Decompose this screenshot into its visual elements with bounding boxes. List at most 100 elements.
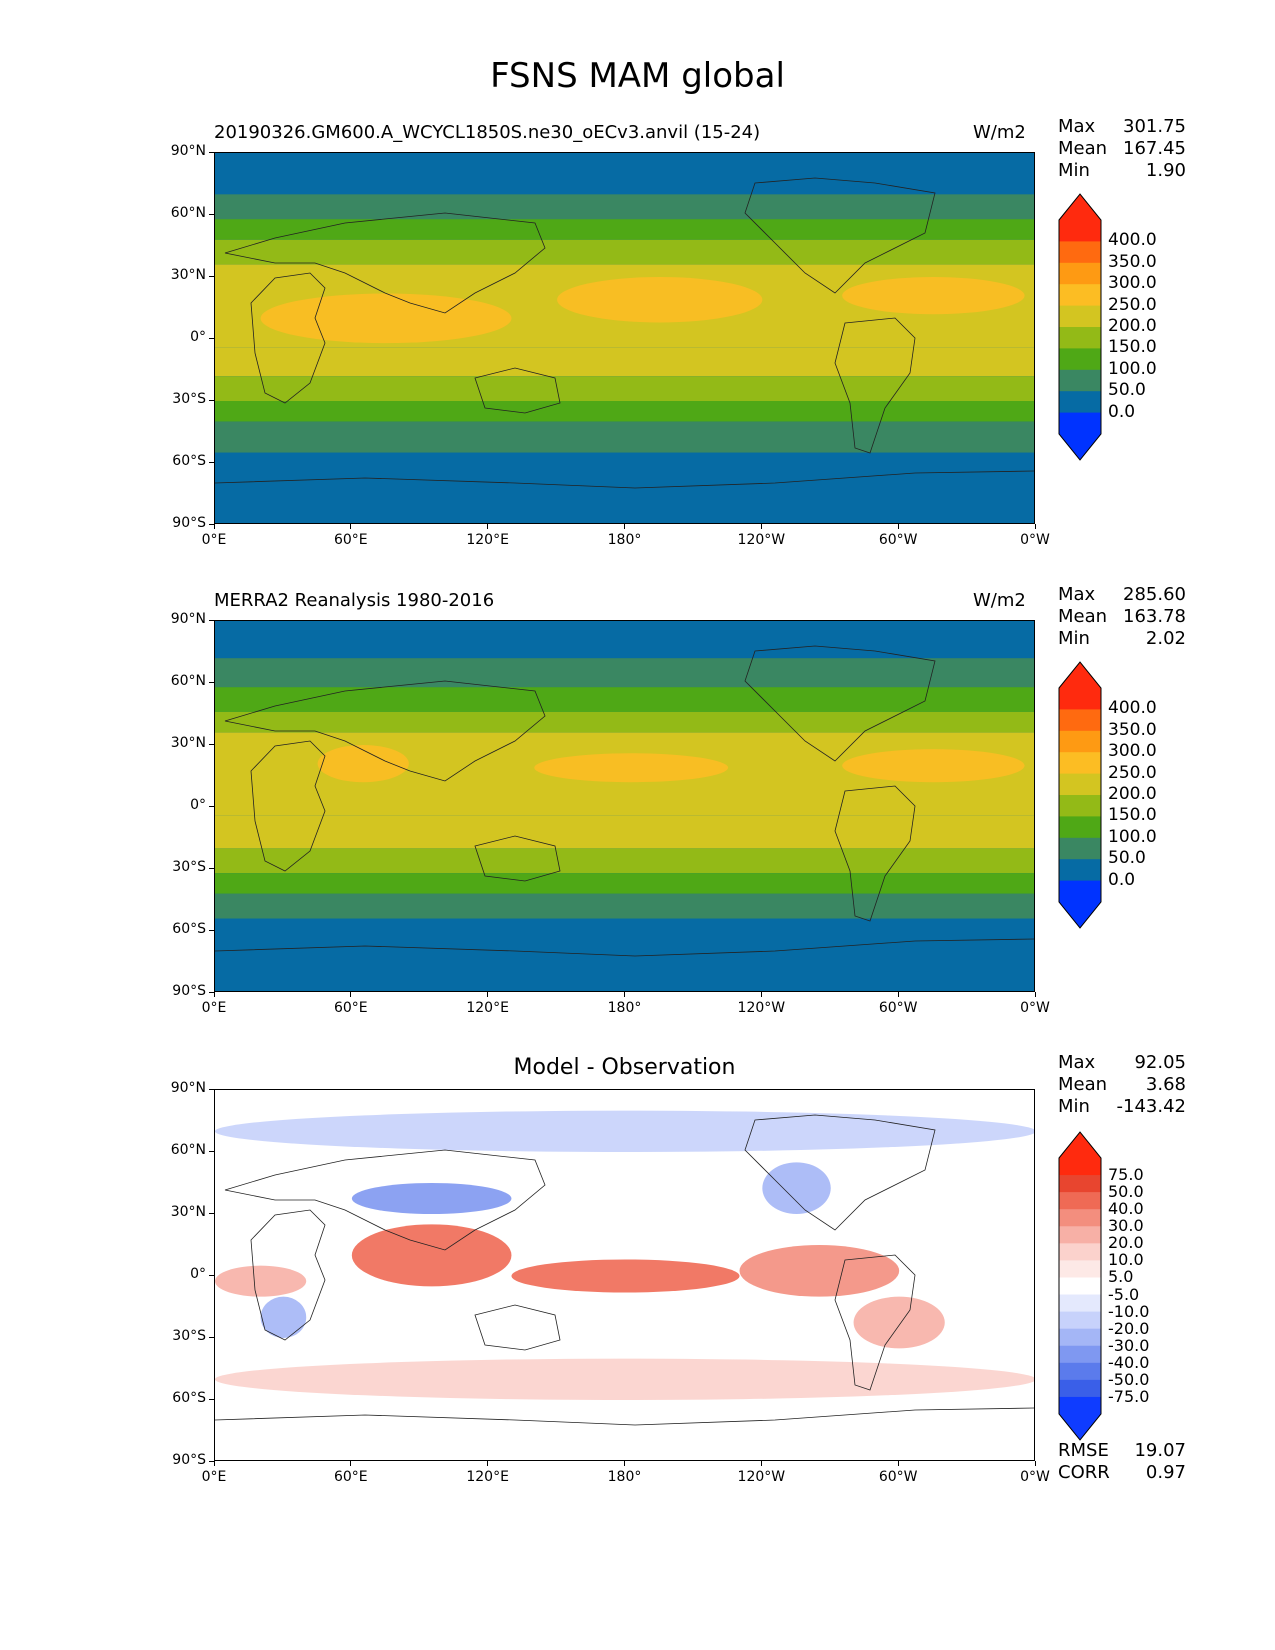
stat-min-label: Min — [1058, 1096, 1090, 1117]
colorbar-tick-label: 50.0 — [1108, 380, 1146, 401]
coastline — [834, 317, 916, 454]
colorbar-bin — [1059, 688, 1101, 710]
zonal-band — [215, 621, 1034, 659]
field-anomaly — [351, 1224, 512, 1287]
colorbar-tick-label: 250.0 — [1108, 294, 1157, 315]
colorbar-bin — [1059, 859, 1101, 882]
x-tick-label: 0°E — [201, 1469, 227, 1485]
colorbar-bin — [1059, 773, 1101, 796]
coastline — [744, 645, 936, 762]
colorbar-tick-label: 100.0 — [1108, 826, 1157, 847]
colorbar-tick-label: 150.0 — [1108, 337, 1157, 358]
x-tick-label: 180° — [607, 532, 642, 548]
x-tick-label: 120°W — [737, 532, 786, 548]
colorbar-bin — [1059, 1396, 1101, 1415]
y-tick-mark — [209, 743, 214, 745]
field-anomaly — [842, 277, 1025, 315]
coastline — [215, 1407, 1034, 1426]
zonal-band — [215, 658, 1034, 688]
coastline — [474, 1304, 561, 1351]
y-tick-label: 30°S — [172, 859, 206, 875]
y-tick-mark — [209, 929, 214, 931]
y-tick-mark — [209, 275, 214, 277]
colorbar-tick-label: 5.0 — [1108, 1267, 1134, 1287]
panel-units: W/m2 — [973, 590, 1026, 611]
colorbar-tick-label: -20.0 — [1108, 1318, 1150, 1338]
zonal-band — [215, 815, 1034, 849]
stat-max-value: 301.75 — [1123, 116, 1186, 137]
colorbar-tick-label: 200.0 — [1108, 784, 1157, 804]
x-tick-label: 120°E — [466, 532, 509, 548]
stats-box: Max 301.75 Mean 167.45 Min 1.90 — [1058, 116, 1186, 182]
colorbar-tick-label: 300.0 — [1108, 273, 1157, 294]
coastline — [834, 1254, 916, 1391]
colorbar-bin — [1059, 795, 1101, 817]
x-tick-label: 120°E — [466, 1469, 509, 1485]
x-tick-mark — [624, 1461, 625, 1466]
x-tick-mark — [213, 992, 215, 997]
colorbar-extend-max — [1059, 1132, 1101, 1158]
panel-title: 20190326.GM600.A_WCYCL1850S.ne30_oECv3.a… — [214, 122, 761, 143]
x-tick-mark — [897, 524, 899, 529]
colorbar-bin — [1059, 816, 1101, 839]
stat-mean-label: Mean — [1058, 138, 1108, 159]
colorbar-tick-label: 10.0 — [1108, 1250, 1144, 1270]
x-tick-label: 60°E — [333, 1469, 368, 1485]
field-anomaly — [260, 293, 512, 344]
stat-max-label: Max — [1058, 116, 1096, 137]
colorbar-tick-label: 100.0 — [1108, 358, 1157, 379]
colorbar-extend-max — [1059, 194, 1101, 220]
y-tick-label: 90°N — [170, 1080, 206, 1096]
colorbar-bin — [1059, 1277, 1101, 1296]
colorbar-bin — [1059, 1209, 1101, 1227]
colorbar-extend-min — [1059, 902, 1101, 928]
y-tick-label: 30°S — [172, 391, 206, 407]
coastline — [224, 1149, 546, 1251]
colorbar-bin — [1059, 709, 1101, 732]
colorbar-bin — [1059, 880, 1101, 903]
coastline — [224, 212, 546, 314]
field-anomaly — [853, 1296, 945, 1349]
stat-max-label: Max — [1058, 1052, 1096, 1073]
zonal-band — [215, 452, 1034, 523]
y-tick-label: 0° — [190, 329, 206, 345]
field-anomaly — [511, 1259, 740, 1293]
y-tick-label: 60°S — [172, 1390, 206, 1406]
field-anomaly — [557, 277, 763, 323]
stat-min-value: -143.42 — [1116, 1096, 1186, 1117]
stat-max-value: 285.60 — [1123, 584, 1186, 605]
colorbar-svg — [1058, 1131, 1102, 1441]
x-tick-mark — [350, 992, 352, 997]
colorbar-tick-label: 250.0 — [1108, 762, 1157, 783]
coastline — [250, 1209, 326, 1341]
page-title: FSNS MAM global — [490, 56, 785, 96]
x-tick-mark — [760, 524, 762, 529]
y-tick-label: 30°N — [170, 267, 206, 283]
x-tick-label: 180° — [607, 1000, 642, 1016]
stat-mean-value: 167.45 — [1123, 138, 1186, 159]
zonal-band — [215, 918, 1034, 991]
y-tick-mark — [209, 1274, 214, 1276]
y-tick-label: 60°N — [170, 673, 206, 689]
stat-mean-label: Mean — [1058, 1074, 1108, 1095]
zonal-band — [215, 893, 1034, 919]
y-tick-mark — [209, 337, 214, 339]
coastline — [834, 785, 916, 922]
coastline — [474, 367, 561, 414]
corr-value: 0.97 — [1145, 1462, 1186, 1483]
map-plot-test — [214, 152, 1035, 524]
colorbar-bin — [1059, 1311, 1101, 1330]
y-tick-mark — [209, 461, 214, 463]
x-tick-mark — [1034, 992, 1036, 997]
y-tick-label: 90°N — [170, 611, 206, 627]
panel-title: Model - Observation — [513, 1055, 736, 1080]
colorbar-svg — [1058, 661, 1102, 929]
colorbar-tick-label: 75.0 — [1108, 1165, 1144, 1185]
metrics-box: RMSE 19.07 CORR 0.97 — [1058, 1440, 1186, 1484]
coastline — [744, 1114, 936, 1231]
colorbar-tick-label: -50.0 — [1108, 1369, 1150, 1389]
y-tick-mark — [209, 523, 214, 525]
colorbar-tick-label: 150.0 — [1108, 805, 1157, 826]
zonal-band — [215, 421, 1034, 453]
colorbar-bin — [1059, 1260, 1101, 1278]
